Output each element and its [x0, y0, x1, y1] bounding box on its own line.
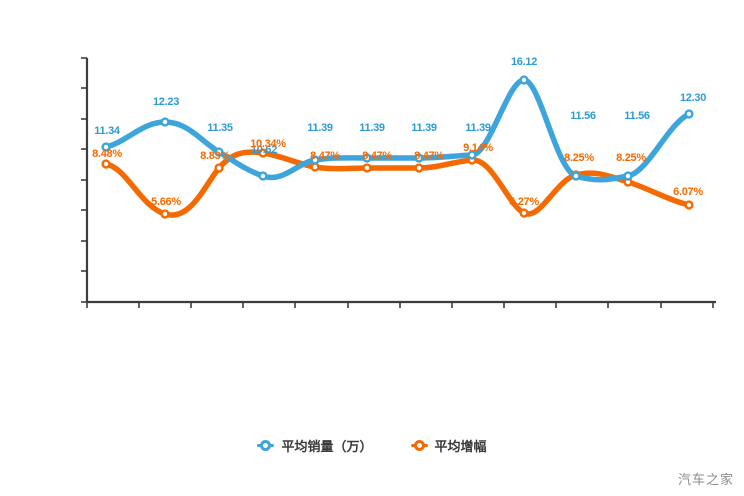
chart-axes [81, 57, 716, 308]
data-point [258, 171, 268, 181]
data-point [362, 163, 372, 173]
watermark-autohome: 汽车之家 [677, 473, 734, 488]
chart-legend: 平均销量（万） 平均增幅 [0, 436, 744, 455]
data-point [684, 200, 694, 210]
data-point [684, 109, 694, 119]
y-axis-ticks [81, 57, 87, 303]
data-point [101, 159, 111, 169]
series-line-orange [103, 149, 692, 218]
data-point [519, 208, 529, 218]
data-point [414, 153, 424, 163]
data-point [160, 209, 170, 219]
data-point [571, 171, 581, 181]
legend-item-average-growth[interactable]: 平均增幅 [410, 436, 487, 455]
circle-marker-orange-icon [410, 437, 428, 454]
series-line-blue [103, 77, 692, 183]
data-point [214, 147, 224, 157]
legend-label-average-sales: 平均销量（万） [281, 440, 373, 455]
legend-label-average-growth: 平均增幅 [434, 440, 487, 455]
data-point [362, 153, 372, 163]
legend-item-average-sales[interactable]: 平均销量（万） [257, 436, 373, 455]
data-point [101, 142, 111, 152]
series-markers-orange [101, 148, 694, 219]
circle-marker-blue-icon [257, 437, 275, 454]
data-point [214, 163, 224, 173]
x-axis-ticks [86, 302, 714, 308]
data-point [258, 148, 268, 158]
data-point [467, 150, 477, 160]
data-point [414, 163, 424, 173]
data-point [519, 75, 529, 85]
data-point [623, 171, 633, 181]
series-markers-blue [101, 75, 694, 181]
data-point [310, 162, 320, 172]
data-point [310, 155, 320, 165]
data-point [160, 117, 170, 127]
